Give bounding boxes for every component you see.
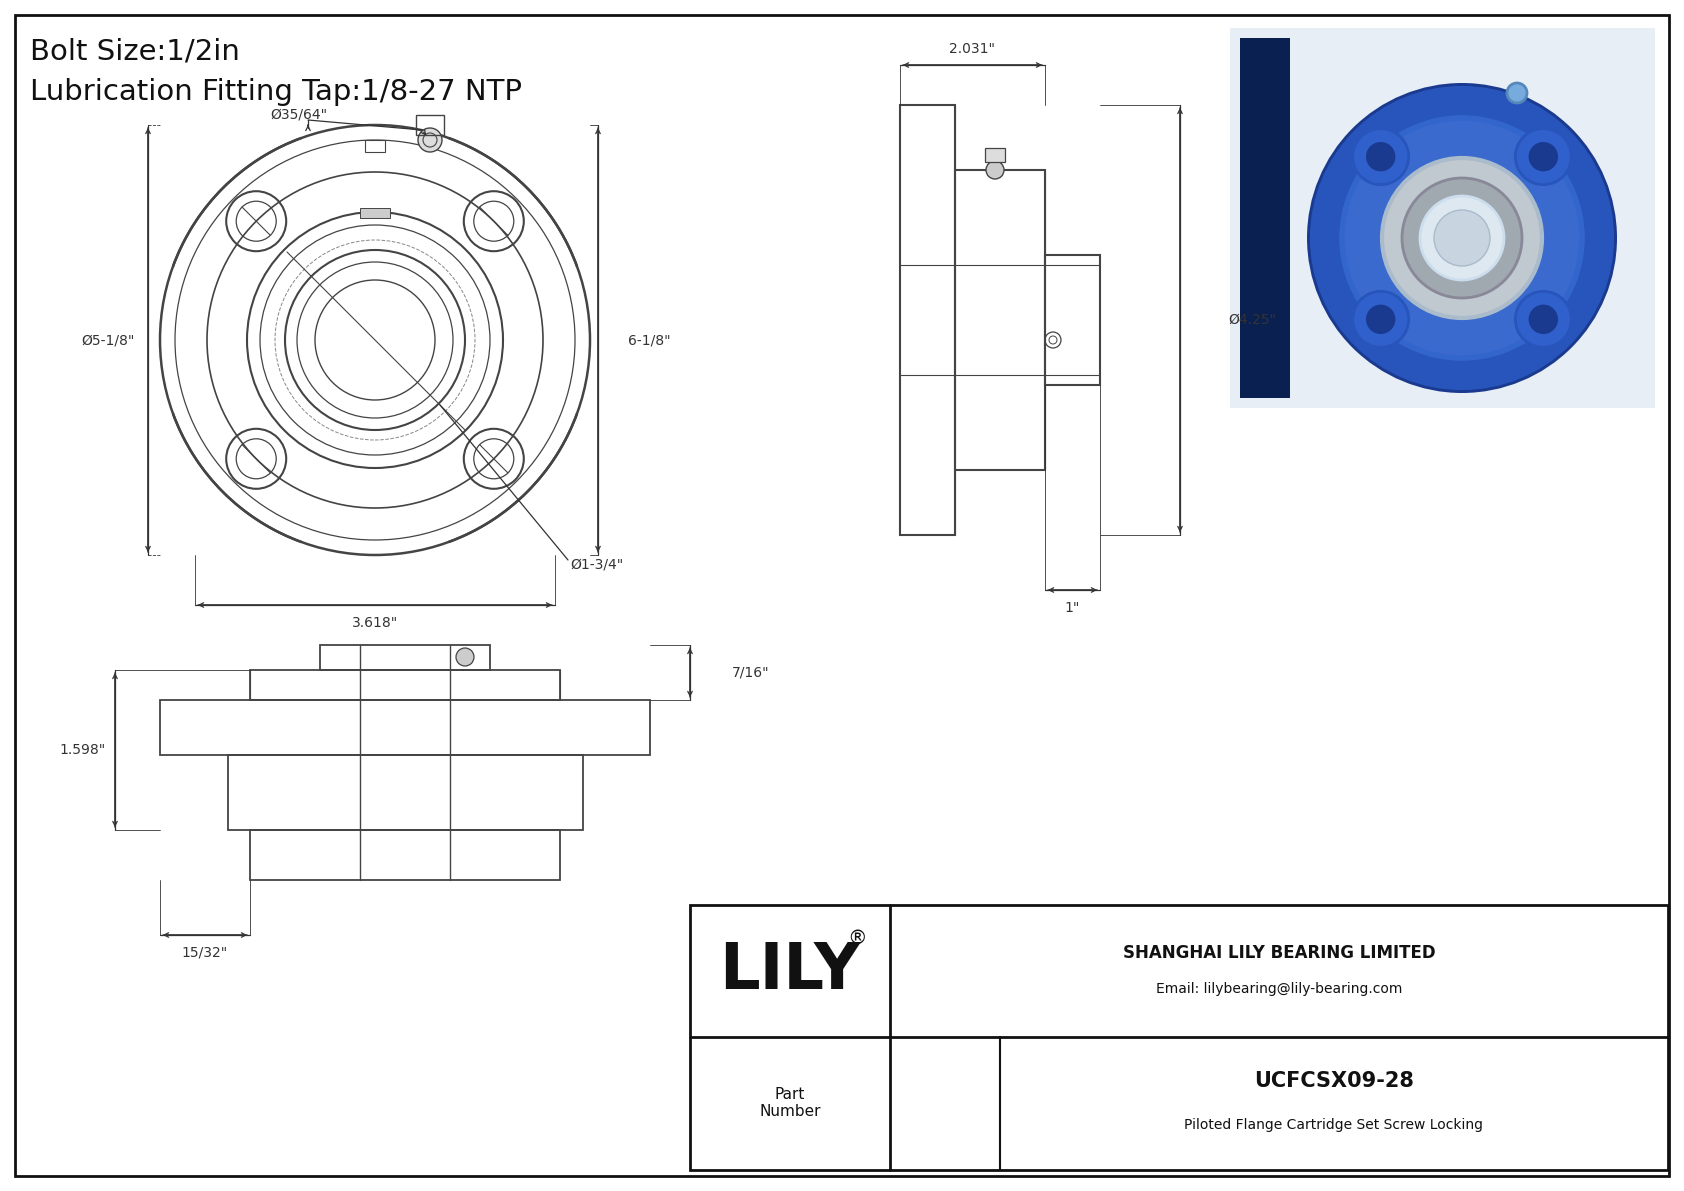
Circle shape	[1352, 129, 1410, 185]
Bar	[227, 755, 583, 830]
Bar	[416, 116, 445, 135]
Bar	[1046, 255, 1100, 385]
Circle shape	[1307, 83, 1617, 393]
Bar	[360, 208, 391, 218]
Text: UCFCSX09-28: UCFCSX09-28	[1255, 1071, 1415, 1091]
Circle shape	[1403, 177, 1522, 298]
Text: 2.031": 2.031"	[950, 42, 995, 56]
Circle shape	[1529, 143, 1558, 170]
Text: 1": 1"	[1064, 601, 1079, 615]
Bar	[249, 830, 561, 880]
Circle shape	[1383, 158, 1543, 318]
Text: Ø1-3/4": Ø1-3/4"	[569, 559, 623, 572]
Text: 3.618": 3.618"	[352, 616, 397, 630]
Circle shape	[1312, 88, 1612, 388]
Circle shape	[1367, 143, 1394, 170]
Text: 6-1/8": 6-1/8"	[628, 333, 670, 347]
Text: SHANGHAI LILY BEARING LIMITED: SHANGHAI LILY BEARING LIMITED	[1123, 944, 1435, 962]
Bar	[899, 105, 955, 535]
Text: 15/32": 15/32"	[182, 946, 227, 960]
Bar	[160, 700, 650, 755]
Bar	[1229, 29, 1655, 409]
Text: 7/16": 7/16"	[733, 665, 770, 679]
Circle shape	[1342, 118, 1581, 358]
Bar	[985, 148, 1005, 162]
Circle shape	[1420, 197, 1504, 280]
Circle shape	[1516, 129, 1571, 185]
Circle shape	[1529, 305, 1558, 333]
Text: Bolt Size:1/2in: Bolt Size:1/2in	[30, 38, 239, 66]
Text: ®: ®	[847, 929, 867, 948]
Bar	[249, 671, 561, 700]
Circle shape	[456, 648, 473, 666]
Text: Part
Number: Part Number	[759, 1087, 820, 1120]
Circle shape	[987, 161, 1004, 179]
Bar	[365, 141, 386, 152]
Circle shape	[1352, 292, 1410, 348]
Text: Ø35/64": Ø35/64"	[269, 108, 327, 121]
Text: Lubrication Fitting Tap:1/8-27 NTP: Lubrication Fitting Tap:1/8-27 NTP	[30, 77, 522, 106]
Bar	[690, 905, 1667, 1170]
Text: LILY: LILY	[719, 940, 861, 1002]
Text: 1.598": 1.598"	[61, 743, 106, 757]
Circle shape	[418, 127, 441, 152]
Text: Ø5-1/8": Ø5-1/8"	[81, 333, 135, 347]
Circle shape	[1516, 292, 1571, 348]
Circle shape	[1435, 210, 1490, 266]
Bar	[320, 646, 490, 671]
Text: Piloted Flange Cartridge Set Screw Locking: Piloted Flange Cartridge Set Screw Locki…	[1184, 1118, 1484, 1131]
Text: Ø4.25": Ø4.25"	[1228, 313, 1276, 328]
Text: Email: lilybearing@lily-bearing.com: Email: lilybearing@lily-bearing.com	[1155, 983, 1403, 996]
Circle shape	[1507, 83, 1527, 102]
Circle shape	[1367, 305, 1394, 333]
Bar	[1239, 38, 1290, 398]
Bar	[955, 170, 1046, 470]
